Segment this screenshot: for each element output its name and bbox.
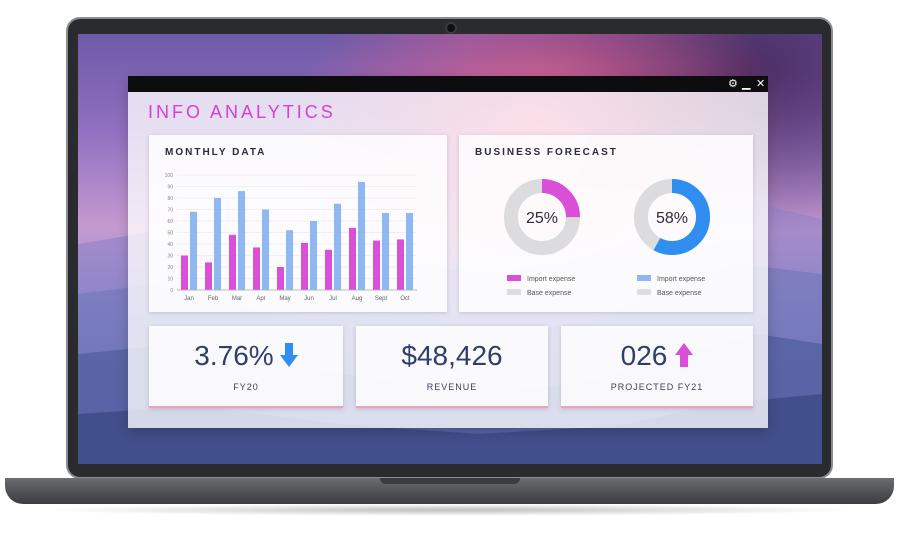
y-tick-label: 10 [167, 277, 173, 283]
arrow-down-icon [279, 343, 298, 367]
y-tick-label: 60 [167, 219, 173, 225]
legend-swatch-base [507, 289, 521, 295]
x-tick-label: Aug [352, 296, 363, 302]
monthly-data-title: MONTHLY DATA [165, 147, 267, 158]
y-tick-label: 100 [165, 173, 174, 179]
bar [238, 191, 245, 290]
bar [205, 262, 212, 290]
bar [349, 227, 356, 290]
laptop-hinge [380, 478, 520, 484]
y-tick-label: 0 [170, 288, 173, 294]
donut-arc [634, 179, 710, 255]
bar [301, 242, 308, 290]
legend-swatch-base [637, 289, 651, 295]
x-tick-label: Jan [184, 296, 194, 302]
y-tick-label: 80 [167, 196, 173, 202]
bar [214, 198, 221, 290]
bar [406, 212, 413, 290]
kpi-underline [356, 406, 548, 408]
kpi-label-revenue: REVENUE [426, 382, 478, 392]
donut-value-label: 25% [526, 210, 558, 227]
kpi-value-fy20: 3.76% [149, 340, 343, 372]
bar [229, 234, 236, 290]
donut-value-label: 58% [656, 210, 688, 227]
minimize-icon[interactable]: ▁ [742, 78, 751, 90]
close-icon[interactable]: ✕ [756, 78, 766, 90]
monthly-bar-chart: 0 10 20 30 40 50 60 70 80 90 100 Jan Feb Mar Apr May Jun… [165, 173, 417, 302]
legend-swatch-import [637, 275, 651, 281]
webcam [445, 22, 457, 34]
settings-icon[interactable]: ⚙ [728, 78, 738, 90]
legend-label-import: Import expense [527, 276, 575, 283]
legend-swatch-import [507, 275, 521, 281]
bar [325, 249, 332, 290]
y-tick-label: 90 [167, 185, 173, 191]
bar [310, 221, 317, 290]
legend-label-base: Base expense [657, 290, 701, 297]
business-forecast-panel: BUSINESS FORECAST 25% Import expense Base … [459, 135, 753, 312]
x-tick-label: Oct [400, 296, 410, 302]
bar [397, 239, 404, 290]
kpi-card-projected-fy21: 026 PROJECTED FY21 [561, 326, 753, 408]
bar [190, 211, 197, 290]
kpi-value-projected: 026 [561, 340, 753, 372]
forecast-donut-charts: 25% Import expense Base expense 58% Import e… [504, 179, 710, 297]
kpi-underline [561, 406, 753, 408]
bar [373, 240, 380, 290]
kpi-card-fy20: 3.76% FY20 [149, 326, 343, 408]
x-tick-label: Jul [329, 296, 337, 302]
bar [277, 267, 284, 290]
kpi-value-revenue: $48,426 [401, 340, 503, 371]
y-tick-label: 30 [167, 254, 173, 260]
app-title: INFO ANALYTICS [148, 102, 336, 122]
laptop-shadow [40, 504, 860, 516]
x-tick-label: Feb [208, 296, 219, 302]
bar [262, 209, 269, 290]
x-tick-label: Mar [232, 296, 242, 302]
bar [358, 181, 365, 290]
kpi-label-fy20: FY20 [233, 382, 259, 392]
bar [286, 230, 293, 290]
arrow-up-icon [675, 343, 694, 367]
y-tick-label: 20 [167, 265, 173, 271]
donut-arc [504, 179, 580, 255]
y-tick-label: 70 [167, 208, 173, 214]
x-tick-label: Apr [256, 296, 265, 302]
legend-label-import: Import expense [657, 276, 705, 283]
analytics-window: ⚙ ▁ ✕ INFO ANALYTICS MONTHLY DATA 0 10 20 3… [128, 76, 768, 428]
legend-label-base: Base expense [527, 290, 571, 297]
kpi-card-revenue: $48,426 REVENUE [356, 326, 548, 408]
kpi-underline [149, 406, 343, 408]
y-tick-label: 50 [167, 231, 173, 237]
bar [181, 255, 188, 290]
bar [253, 247, 260, 290]
business-forecast-title: BUSINESS FORECAST [475, 147, 618, 158]
bar [382, 212, 389, 290]
x-tick-label: May [279, 296, 290, 302]
window-titlebar: ⚙ ▁ ✕ [128, 76, 768, 92]
monthly-data-panel: MONTHLY DATA 0 10 20 30 40 50 60 70 80 90 100 Jan Fe… [149, 135, 447, 312]
bar [334, 203, 341, 290]
y-tick-label: 40 [167, 242, 173, 248]
x-tick-label: Sept [375, 296, 388, 302]
x-tick-label: Jun [304, 296, 314, 302]
kpi-label-projected: PROJECTED FY21 [610, 382, 704, 392]
